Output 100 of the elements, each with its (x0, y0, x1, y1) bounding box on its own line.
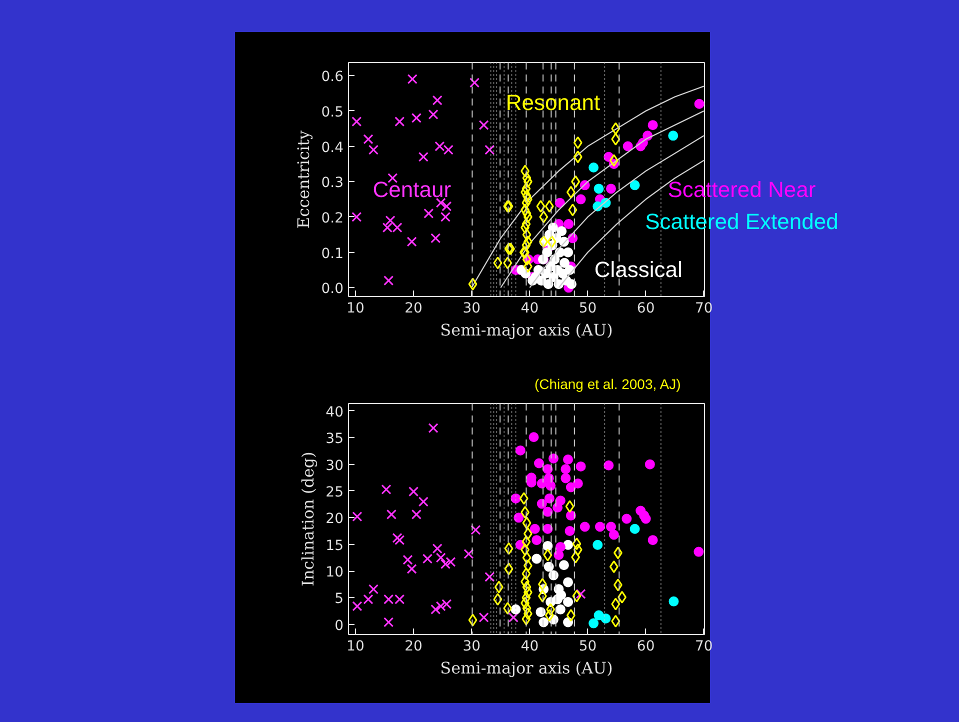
x-tick-label: 60 (636, 300, 655, 316)
point (522, 567, 531, 580)
point (592, 540, 603, 550)
point (573, 150, 582, 164)
point (536, 200, 546, 213)
x-tick-label: 30 (462, 638, 481, 654)
y-tick-label: 0.2 (321, 210, 344, 226)
point (522, 580, 532, 594)
point (522, 612, 531, 626)
point (484, 144, 495, 155)
point (432, 95, 442, 106)
point (566, 608, 576, 622)
point (556, 590, 566, 600)
point (572, 590, 582, 602)
point (478, 120, 489, 130)
point (522, 172, 532, 184)
point (493, 592, 502, 606)
point (560, 473, 571, 484)
x-axis-title: Semi-major axis (AU) (440, 320, 613, 340)
point (694, 546, 704, 557)
point (504, 542, 514, 555)
point (543, 548, 552, 562)
point (352, 512, 362, 522)
point (510, 493, 521, 504)
point (520, 164, 530, 178)
point (436, 552, 446, 563)
point (384, 276, 394, 286)
point (522, 228, 532, 241)
point (402, 554, 413, 565)
point (430, 604, 441, 614)
point (630, 180, 640, 190)
point (560, 464, 571, 474)
point (411, 112, 422, 124)
point (576, 461, 586, 472)
point (422, 554, 433, 564)
point (520, 506, 530, 519)
point (430, 233, 441, 244)
point (464, 548, 474, 559)
point (504, 242, 514, 256)
point (494, 580, 504, 594)
point (428, 109, 438, 120)
point (566, 482, 576, 492)
point (522, 535, 531, 548)
x-tick-label: 20 (404, 638, 422, 654)
point (564, 526, 575, 536)
point (522, 602, 532, 615)
y-tick-label: 0.6 (321, 69, 344, 86)
x-axis-title: Semi-major axis (AU) (440, 658, 613, 678)
point (580, 522, 590, 532)
point (544, 200, 554, 213)
point (468, 278, 478, 290)
x-tick-label: 50 (578, 638, 597, 654)
point (536, 478, 547, 489)
point (368, 144, 379, 155)
point (520, 575, 530, 588)
point (572, 538, 582, 550)
point (542, 540, 553, 551)
x-tick-label: 30 (462, 300, 481, 316)
point (368, 584, 379, 594)
point (556, 226, 567, 236)
point (576, 588, 586, 599)
point (352, 116, 362, 127)
point (611, 614, 620, 628)
text: (Chiang et al. 2003, AJ) (534, 376, 681, 392)
point (418, 152, 428, 162)
point (668, 130, 678, 141)
point (630, 524, 640, 534)
point (547, 235, 556, 248)
x-tick-label: 20 (404, 300, 422, 316)
point (573, 543, 582, 556)
x-tick-label: 10 (346, 638, 364, 654)
point (668, 596, 679, 606)
point (432, 544, 442, 554)
y-tick-label: 0.4 (321, 140, 344, 156)
point (565, 500, 574, 513)
x-tick-label: 50 (578, 300, 597, 316)
point (442, 201, 452, 212)
series-label: Centaur (372, 177, 452, 203)
point (406, 564, 417, 574)
point (394, 535, 405, 546)
point (522, 207, 532, 220)
point (563, 247, 574, 258)
point (519, 492, 528, 505)
point (363, 594, 374, 604)
point (564, 219, 574, 230)
point (546, 480, 556, 491)
point (503, 256, 512, 270)
point (609, 560, 618, 574)
point (560, 258, 570, 268)
point (588, 162, 599, 172)
x-tick-label: 10 (346, 300, 364, 316)
point (440, 212, 451, 222)
point (406, 236, 417, 247)
point (588, 618, 599, 628)
point (563, 596, 574, 607)
point (542, 506, 553, 517)
point (381, 484, 392, 494)
point (469, 78, 480, 88)
point (611, 122, 620, 135)
point (611, 598, 620, 610)
